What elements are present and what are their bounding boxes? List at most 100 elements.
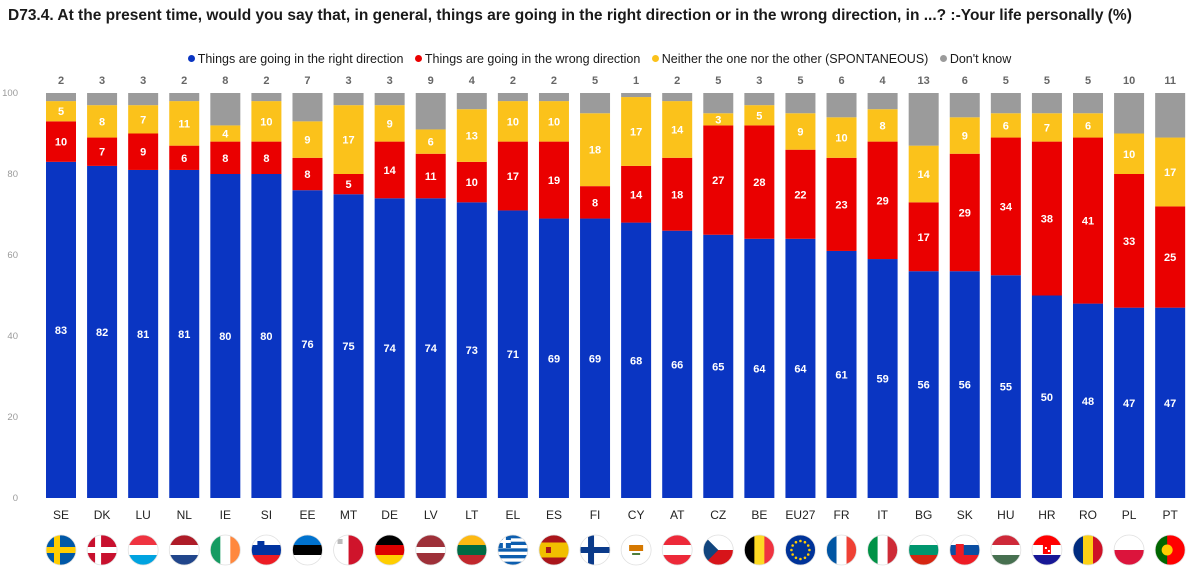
x-tick-label: RO [1079,508,1097,522]
data-label-wrong: 18 [671,189,683,201]
data-label-right: 83 [55,325,67,337]
data-label-dontknow: 5 [715,75,721,87]
data-label-right: 64 [753,363,766,375]
data-label-neither: 10 [260,116,272,128]
bar-segment-right [374,198,405,499]
data-label-dontknow: 6 [962,75,968,87]
data-label-right: 48 [1082,396,1094,408]
bar-segment-dontknow [867,93,898,110]
x-tick-label: PT [1162,508,1178,522]
flag-icon-es [538,534,570,566]
bar-segment-neither [908,145,939,203]
data-label-right: 82 [96,327,108,339]
data-label-right: 69 [548,353,560,365]
data-label-dontknow: 1 [633,75,639,87]
x-tick-label: FI [590,508,601,522]
bar-segment-neither [744,105,775,126]
data-label-neither: 10 [507,116,519,128]
data-label-dontknow: 5 [1085,75,1091,87]
data-label-wrong: 22 [794,189,806,201]
bar-segment-wrong [87,137,118,166]
x-tick-label: HU [997,508,1014,522]
x-tick-label: LT [465,508,479,522]
data-label-neither: 11 [178,118,190,130]
bar-segment-wrong [1073,137,1103,304]
bar-segment-wrong [456,161,487,203]
x-tick-label: AT [670,508,685,522]
flag-icon-ro [1072,534,1104,566]
bar-segment-wrong [744,125,775,239]
flag-icon-si [250,534,282,566]
flag-icon-eu27 [785,534,816,566]
data-label-wrong: 17 [918,232,930,244]
chart-title: D73.4. At the present time, would you sa… [8,7,1132,24]
bar-segment-wrong [703,125,734,235]
data-label-neither: 13 [466,131,478,143]
data-label-neither: 4 [222,129,229,141]
data-label-right: 50 [1041,392,1053,404]
data-label-neither: 17 [342,135,354,147]
data-label-wrong: 14 [384,165,397,177]
bar-segment-right [497,210,528,498]
data-label-dontknow: 5 [1003,75,1009,87]
bar-segment-wrong [580,186,611,219]
bar-segment-dontknow [662,93,693,102]
flag-icon-se [45,534,77,566]
bar-segment-right [867,259,898,498]
data-label-dontknow: 6 [838,75,844,87]
bar-segment-right [744,238,775,499]
bar-segment-neither [374,105,405,142]
data-label-dontknow: 5 [592,75,598,87]
data-label-dontknow: 3 [99,75,105,87]
bar-segment-wrong [785,149,816,239]
x-tick-label: DE [381,508,398,522]
bar-segment-neither [456,109,487,162]
bar-segment-neither [662,101,693,158]
data-label-neither: 10 [548,116,560,128]
bar-segment-right [128,169,159,498]
y-tick-label: 60 [7,250,18,261]
data-label-right: 56 [918,380,930,392]
bar-segment-dontknow [826,93,857,118]
flag-icon-nl [168,534,200,566]
flag-icon-cz [702,534,734,566]
bar-segment-neither [497,101,528,142]
bar-segment-right [1031,295,1062,498]
data-label-wrong: 41 [1082,216,1094,228]
data-label-neither: 3 [715,114,721,126]
x-tick-label: EL [506,508,521,522]
x-tick-label: ES [546,508,562,522]
data-label-dontknow: 10 [1123,75,1135,87]
data-label-right: 64 [794,363,807,375]
y-tick-label: 100 [2,88,18,99]
data-label-wrong: 10 [55,137,67,149]
bar-segment-dontknow [580,93,611,114]
flag-icon-sk [949,534,981,566]
flag-icon-lu [127,534,159,566]
data-label-neither: 9 [797,126,803,138]
flag-icon-hr [1031,534,1063,566]
bar-segment-right [1155,307,1186,498]
bar-segment-right [210,174,241,498]
data-label-wrong: 8 [304,169,310,181]
data-label-wrong: 8 [222,153,228,165]
flag-icon-ee [292,534,323,566]
bar-segment-right [785,238,816,499]
bar-segment-dontknow [374,93,405,106]
data-label-dontknow: 4 [880,75,887,87]
bar-segment-neither [949,117,980,154]
y-tick-label: 20 [7,412,18,423]
data-label-right: 66 [671,359,683,371]
bar-segment-wrong [990,137,1021,276]
bar-segment-wrong [333,174,364,195]
data-label-right: 61 [835,369,847,381]
data-label-right: 75 [342,341,354,353]
legend-marker-wrong [414,55,422,62]
bar-segment-right [1114,307,1145,498]
bar-segment-wrong [1031,141,1062,296]
bar-segment-dontknow [949,93,980,118]
flag-icon-lt [456,534,488,566]
flag-icon-it [867,534,898,566]
bar-segment-wrong [497,141,528,211]
bar-segment-neither [1031,113,1062,142]
